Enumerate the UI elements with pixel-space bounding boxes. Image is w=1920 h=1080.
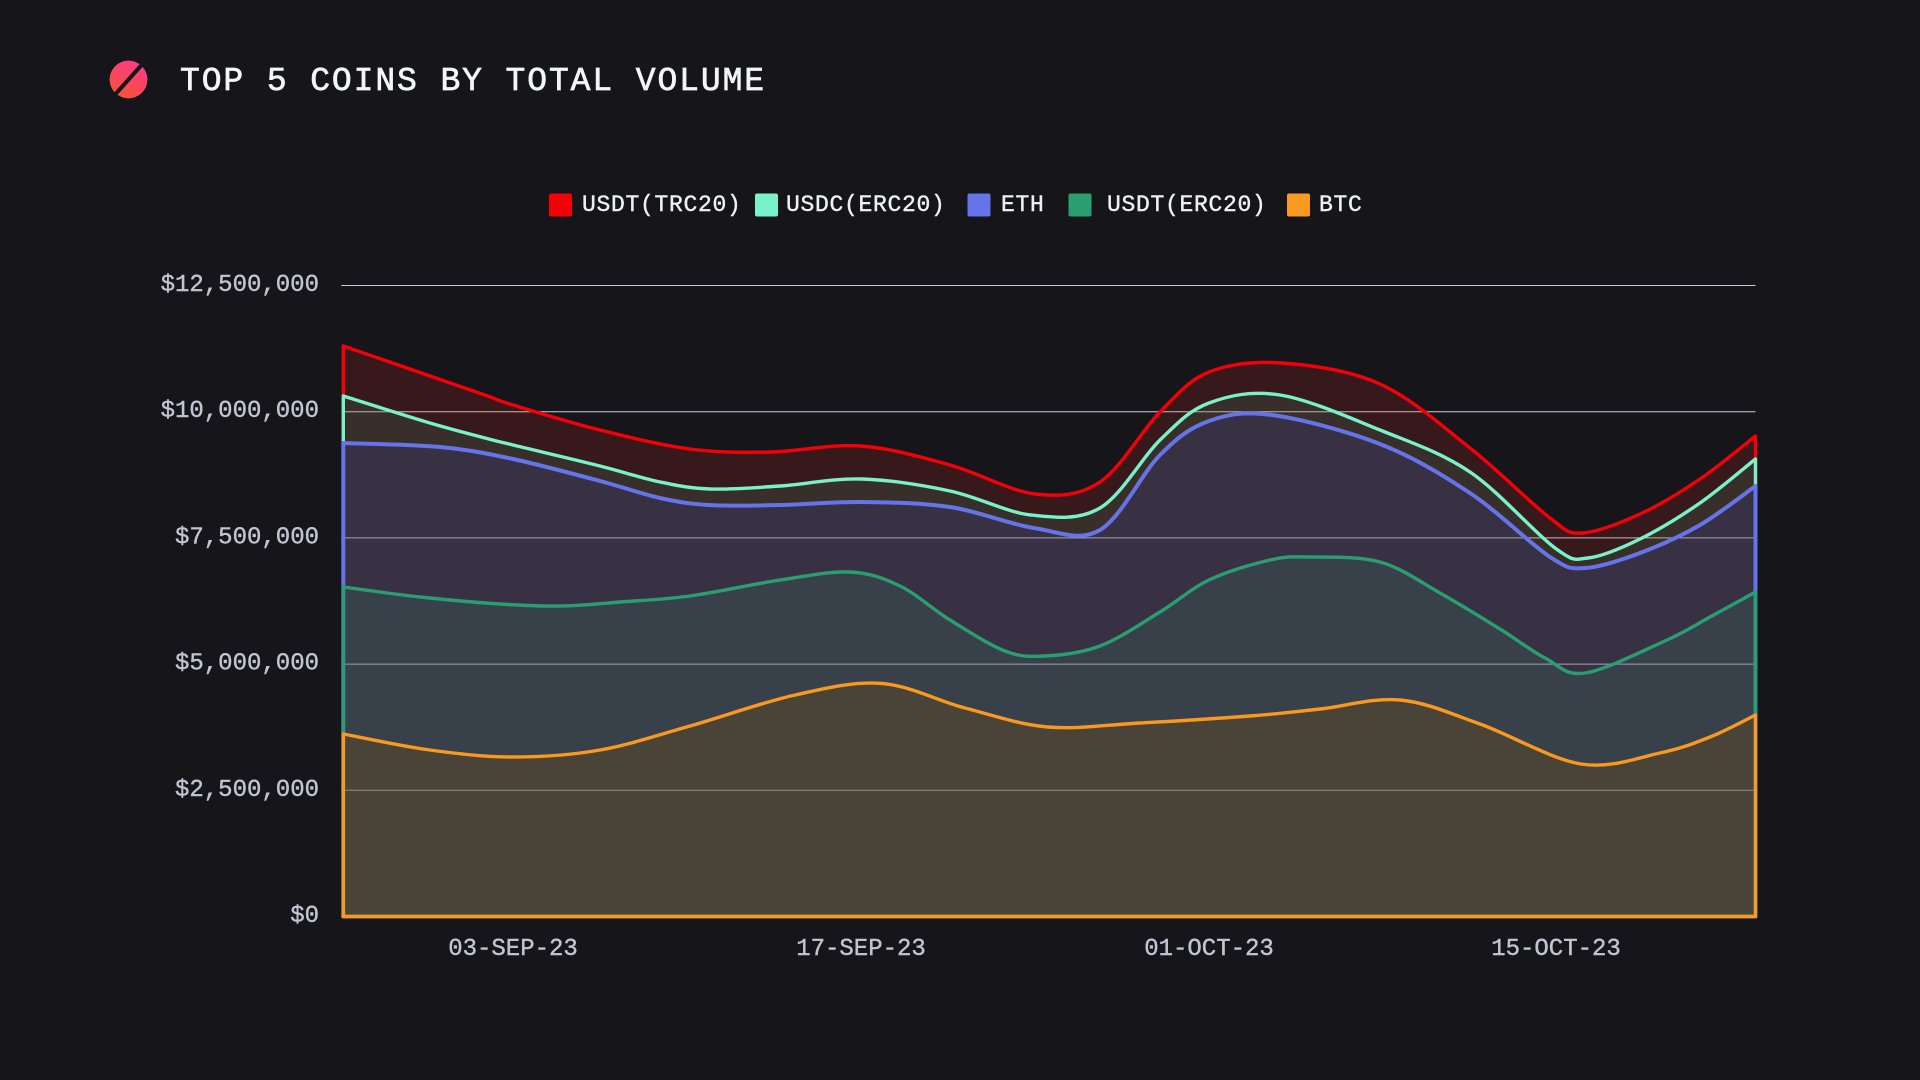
svg-text:USDC(ERC20): USDC(ERC20) [786,192,946,218]
svg-text:$12,500,000: $12,500,000 [161,272,319,299]
svg-text:$7,500,000: $7,500,000 [175,524,319,551]
svg-text:USDT(TRC20): USDT(TRC20) [582,192,742,218]
svg-text:01-OCT-23: 01-OCT-23 [1144,936,1274,963]
svg-text:USDT(ERC20): USDT(ERC20) [1107,192,1267,218]
svg-text:TOP 5 COINS BY TOTAL VOLUME: TOP 5 COINS BY TOTAL VOLUME [180,63,766,100]
svg-text:$0: $0 [290,903,319,930]
svg-text:$10,000,000: $10,000,000 [161,398,319,425]
svg-text:17-SEP-23: 17-SEP-23 [796,936,926,963]
svg-text:15-OCT-23: 15-OCT-23 [1491,936,1621,963]
svg-text:03-SEP-23: 03-SEP-23 [448,936,578,963]
svg-text:ETH: ETH [1001,192,1045,218]
svg-text:$2,500,000: $2,500,000 [175,777,319,804]
svg-text:$5,000,000: $5,000,000 [175,651,319,678]
svg-text:BTC: BTC [1319,192,1363,218]
